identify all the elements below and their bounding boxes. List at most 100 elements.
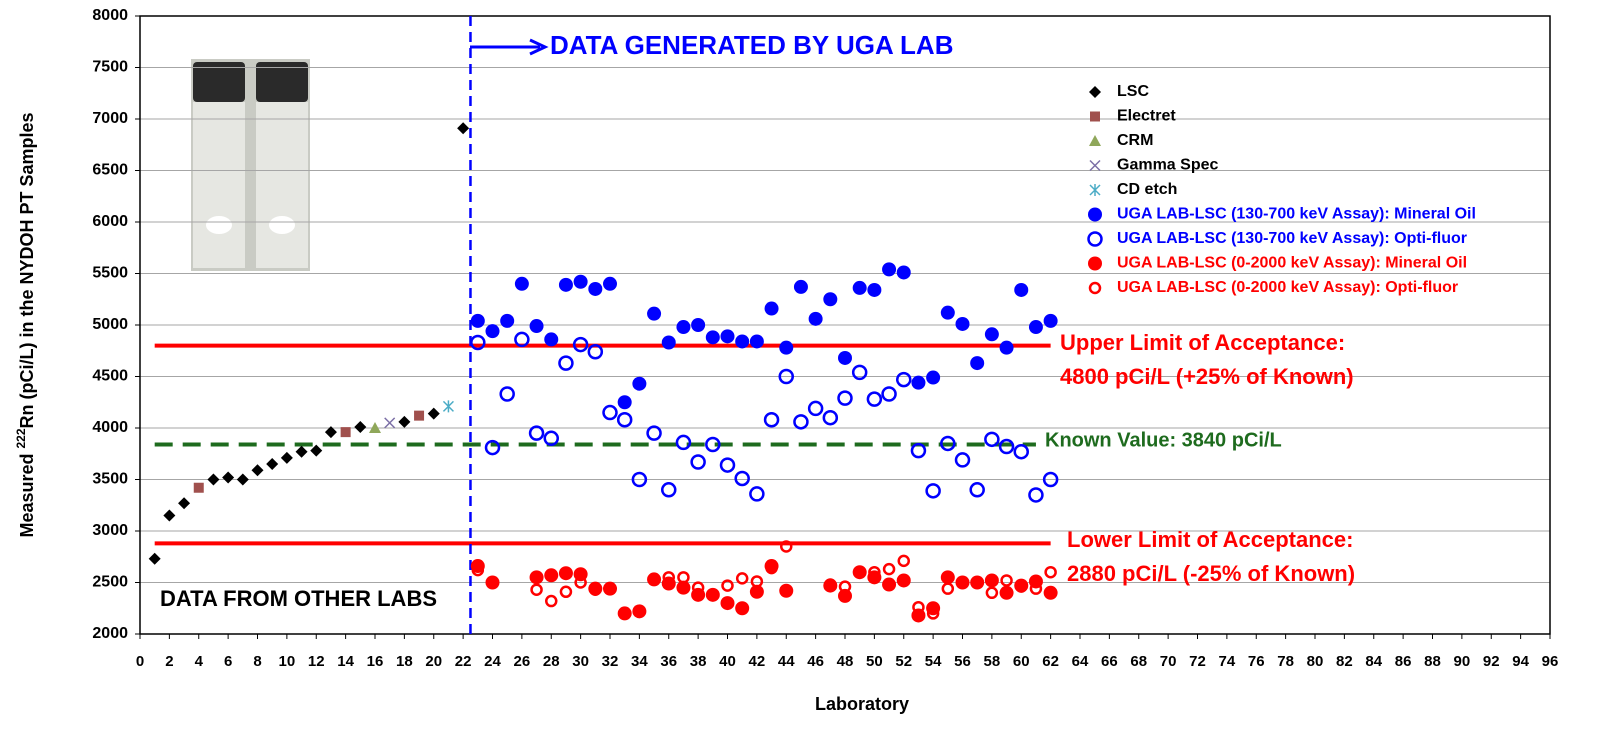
marker-diamond <box>237 474 249 486</box>
marker-open-circle <box>604 406 617 419</box>
marker-circle <box>970 576 984 590</box>
marker-circle <box>632 604 646 618</box>
x-tick-label: 20 <box>425 653 442 670</box>
marker-open-circle <box>883 388 896 401</box>
marker-open-circle <box>618 413 631 426</box>
x-tick-label: 4 <box>195 653 204 670</box>
marker-open-circle <box>868 393 881 406</box>
marker-open-circle <box>839 392 852 405</box>
marker-circle <box>574 275 588 289</box>
marker-square <box>341 427 351 437</box>
marker-circle <box>867 283 881 297</box>
y-label-sup: 222 <box>14 428 28 448</box>
marker-circle <box>530 570 544 584</box>
marker-diamond <box>1089 86 1101 98</box>
x-tick-label: 48 <box>837 653 854 670</box>
marker-circle <box>985 573 999 587</box>
marker-circle <box>1088 257 1102 271</box>
marker-circle <box>603 582 617 596</box>
marker-open-circle <box>737 573 747 583</box>
marker-circle <box>721 329 735 343</box>
marker-open-circle <box>897 373 910 386</box>
marker-circle <box>618 606 632 620</box>
x-tick-label: 50 <box>866 653 883 670</box>
annotation: Known Value: 3840 pCi/L <box>1045 429 1282 451</box>
marker-open-circle <box>721 459 734 472</box>
marker-open-circle <box>692 455 705 468</box>
marker-open-circle <box>677 436 690 449</box>
marker-circle <box>750 334 764 348</box>
marker-open-circle <box>559 357 572 370</box>
legend-label: UGA LAB-LSC (130-700 keV Assay): Opti-fl… <box>1117 230 1467 247</box>
marker-open-circle <box>809 402 822 415</box>
marker-circle <box>853 281 867 295</box>
marker-diamond <box>354 421 366 433</box>
marker-open-circle <box>956 453 969 466</box>
x-tick-label: 52 <box>895 653 912 670</box>
marker-circle <box>721 596 735 610</box>
legend-label: UGA LAB-LSC (0-2000 keV Assay): Opti-flu… <box>1117 279 1458 296</box>
x-tick-label: 22 <box>455 653 472 670</box>
marker-circle <box>779 341 793 355</box>
marker-open-circle <box>765 413 778 426</box>
x-tick-label: 30 <box>572 653 589 670</box>
marker-circle <box>765 302 779 316</box>
x-tick-label: 66 <box>1101 653 1118 670</box>
marker-circle <box>647 572 661 586</box>
marker-circle <box>1044 586 1058 600</box>
y-tick-label: 5500 <box>92 265 128 282</box>
x-tick-label: 80 <box>1307 653 1324 670</box>
marker-circle <box>941 306 955 320</box>
marker-diamond <box>398 416 410 428</box>
x-tick-label: 2 <box>165 653 173 670</box>
marker-square <box>1090 112 1100 122</box>
marker-circle <box>618 395 632 409</box>
marker-diamond <box>266 458 278 470</box>
marker-circle <box>882 262 896 276</box>
x-tick-label: 26 <box>514 653 531 670</box>
marker-open-circle <box>530 427 543 440</box>
marker-circle <box>500 314 514 328</box>
marker-open-circle <box>561 587 571 597</box>
x-tick-label: 62 <box>1042 653 1059 670</box>
marker-diamond <box>222 471 234 483</box>
annotation: DATA GENERATED BY UGA LAB <box>550 30 953 60</box>
x-tick-label: 76 <box>1248 653 1265 670</box>
x-tick-label: 72 <box>1189 653 1206 670</box>
marker-circle <box>706 330 720 344</box>
x-tick-label: 32 <box>602 653 619 670</box>
marker-circle <box>647 307 661 321</box>
x-axis-label: Laboratory <box>815 694 909 714</box>
marker-circle <box>544 332 558 346</box>
marker-x <box>385 418 395 428</box>
x-tick-label: 34 <box>631 653 648 670</box>
x-tick-label: 54 <box>925 653 942 670</box>
x-tick-label: 10 <box>279 653 296 670</box>
marker-circle <box>956 576 970 590</box>
x-tick-label: 56 <box>954 653 971 670</box>
series <box>385 418 395 428</box>
marker-open-circle <box>532 585 542 595</box>
marker-circle <box>853 565 867 579</box>
marker-open-circle <box>1002 575 1012 585</box>
marker-circle <box>926 371 940 385</box>
legend-label: UGA LAB-LSC (130-700 keV Assay): Mineral… <box>1117 206 1476 223</box>
y-tick-label: 6500 <box>92 162 128 179</box>
x-tick-label: 46 <box>807 653 824 670</box>
marker-circle <box>1000 586 1014 600</box>
x-tick-label: 0 <box>136 653 144 670</box>
marker-open-circle <box>927 484 940 497</box>
series <box>443 400 453 412</box>
x-tick-label: 88 <box>1424 653 1441 670</box>
marker-asterisk <box>443 400 453 412</box>
marker-circle <box>706 588 720 602</box>
legend-label: CRM <box>1117 132 1153 149</box>
x-tick-label: 96 <box>1542 653 1559 670</box>
x-tick-label: 60 <box>1013 653 1030 670</box>
marker-circle <box>559 566 573 580</box>
marker-circle <box>1088 208 1102 222</box>
chart: Laboratory Measured 222Rn (pCi/L) in the… <box>0 0 1617 740</box>
marker-circle <box>1044 314 1058 328</box>
x-tick-label: 40 <box>719 653 736 670</box>
marker-circle <box>486 324 500 338</box>
